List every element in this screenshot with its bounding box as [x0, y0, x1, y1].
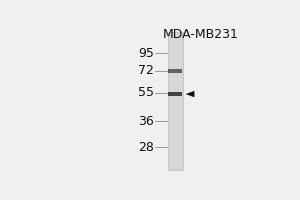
Bar: [168, 32, 183, 170]
Bar: [168, 69, 182, 73]
Text: 95: 95: [138, 47, 154, 60]
Text: 72: 72: [138, 64, 154, 77]
Bar: [168, 92, 182, 96]
Text: MDA-MB231: MDA-MB231: [162, 28, 238, 41]
Text: 55: 55: [138, 86, 154, 99]
Text: 36: 36: [138, 115, 154, 128]
Polygon shape: [186, 91, 194, 97]
Text: 28: 28: [138, 141, 154, 154]
